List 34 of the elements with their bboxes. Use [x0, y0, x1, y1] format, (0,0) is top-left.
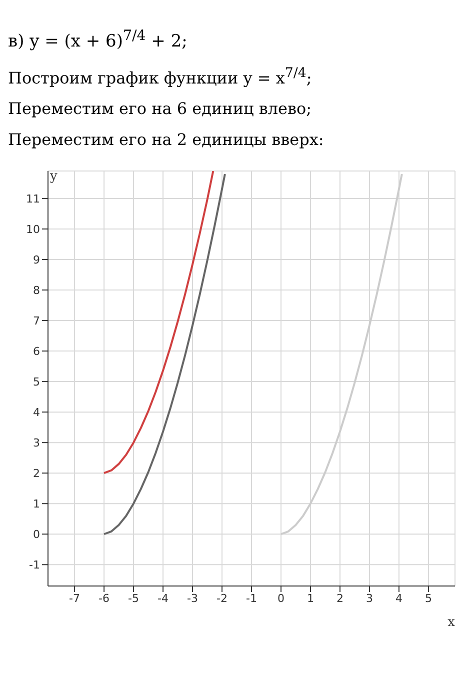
y-tick-label: 3 — [33, 436, 40, 450]
y-tick-label: 4 — [33, 406, 40, 419]
text: Переместим его на 2 единицы вверх: — [8, 130, 325, 149]
x-tick-label: 4 — [395, 592, 402, 605]
x-tick-label: 0 — [277, 592, 284, 605]
y-tick-label: 8 — [33, 284, 40, 297]
x-tick-label: -7 — [69, 592, 80, 605]
y-tick-label: 6 — [33, 344, 40, 358]
y-tick-label: 11 — [26, 192, 40, 206]
y-tick-label: 5 — [33, 375, 40, 388]
x-tick-label: 3 — [366, 592, 373, 605]
y-tick-label: -1 — [29, 558, 40, 572]
y-tick-label: 10 — [26, 222, 40, 236]
x-tick-label: 1 — [306, 592, 314, 605]
text: Построим график функции y = x$^{7/4}$; — [8, 66, 313, 87]
line-series — [103, 173, 226, 536]
x-tick-label: -2 — [216, 592, 228, 605]
y-tick-label: 7 — [33, 314, 40, 328]
x-tick-label: -1 — [246, 592, 257, 605]
text: Переместим его на 6 единиц влево; — [8, 98, 313, 118]
line-series — [103, 170, 214, 474]
x-tick-label: -6 — [98, 592, 110, 605]
y-axis-title: y — [49, 169, 58, 184]
x-tick-label: 5 — [424, 592, 432, 605]
x-axis-title: x — [448, 614, 456, 630]
chart-title: в) y = (x + 6)$^{7/4}$ + 2; — [8, 28, 188, 52]
y-tick-label: 0 — [33, 528, 40, 542]
y-tick-label: 9 — [33, 253, 40, 266]
x-tick-label: -5 — [128, 592, 140, 605]
x-tick-label: -4 — [158, 592, 169, 605]
x-tick-label: -3 — [187, 592, 198, 605]
y-tick-label: 1 — [33, 498, 40, 510]
y-tick-label: 2 — [33, 466, 40, 480]
x-tick-label: 2 — [336, 592, 344, 605]
